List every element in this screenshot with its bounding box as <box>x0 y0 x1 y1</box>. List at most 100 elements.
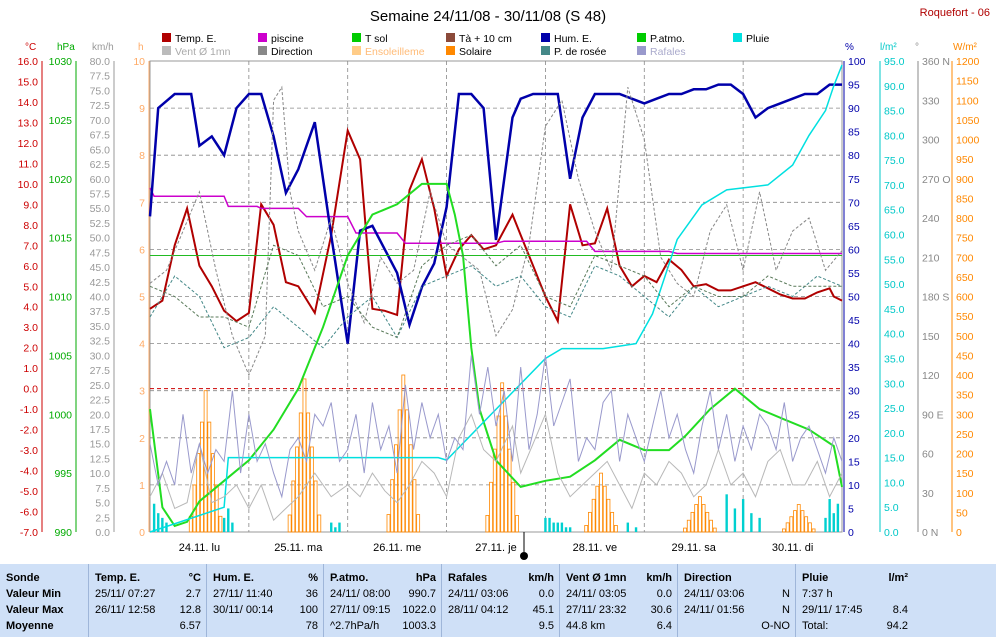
axis-tick-sun_hours: 5 <box>139 292 145 304</box>
summary-cell-label: 25/11/ 07:27 <box>95 588 156 600</box>
axis-tick-rain: 75.0 <box>884 155 905 167</box>
legend-label: Direction <box>271 46 313 58</box>
axis-tick-solar: 900 <box>956 174 974 186</box>
axis-tick-temp: -5.0 <box>20 486 38 498</box>
axis-tick-rain: 55.0 <box>884 254 905 266</box>
legend-swatch <box>446 33 455 42</box>
axis-tick-temp: 14.0 <box>18 97 39 109</box>
rain-bar <box>222 517 226 532</box>
solar-bar <box>218 515 223 533</box>
axis-tick-pressure: 1030 <box>49 56 73 68</box>
rain-bar <box>330 522 333 532</box>
rain-bar <box>227 508 230 532</box>
axis-tick-wind: 77.5 <box>90 71 111 83</box>
axis-tick-pressure: 990 <box>54 527 72 539</box>
solar-bar <box>405 409 409 533</box>
axis-tick-solar: 800 <box>956 213 974 225</box>
axis-tick-humidity: 35 <box>848 362 860 374</box>
axis-tick-direction: 150 <box>922 331 940 343</box>
summary-column: Sonde Valeur Min Valeur Max Moyenne <box>0 564 88 637</box>
axis-tick-humidity: 55 <box>848 268 860 280</box>
axis-tick-wind: 30.0 <box>90 350 111 362</box>
summary-column: Hum. E.% 27/11/ 11:40 36 30/11/ 00:14 100 78 <box>206 564 324 637</box>
axis-tick-wind: 2.5 <box>95 512 110 524</box>
solar-bar <box>386 514 391 533</box>
summary-column: P.atmo. hPa 24/11/ 08:00 990.7 27/11/ 09:15 1… <box>323 564 442 637</box>
axis-tick-solar: 450 <box>956 350 974 362</box>
axis-tick-direction: 0 N <box>922 527 938 539</box>
x-axis-labels: 24.11. lu 25.11. ma 26.11. me 27.11. je 28.1… <box>179 532 813 560</box>
axis-tick-temp: 11.0 <box>18 158 38 170</box>
series-line <box>149 182 843 528</box>
axis-tick-solar: 400 <box>956 370 974 382</box>
series-line <box>149 187 842 255</box>
axis-tick-sun_hours: 2 <box>139 433 145 445</box>
axis-tick-direction: 180 S <box>922 292 949 304</box>
axis-tick-temp: -1.0 <box>20 404 38 416</box>
axis-tick-rain: 30.0 <box>884 378 905 390</box>
series-line <box>149 265 843 349</box>
axis-tick-direction: 120 <box>922 370 940 382</box>
solar-bar <box>588 511 592 533</box>
solar-bar <box>390 479 395 533</box>
axis-tick-humidity: 25 <box>848 409 860 421</box>
chart-title: Semaine 24/11/08 - 30/11/08 (S 48) <box>370 8 606 25</box>
axis-tick-solar: 700 <box>956 252 974 264</box>
axis-tick-solar: 1100 <box>956 95 979 107</box>
rain-bar <box>750 513 753 532</box>
axis-tick-sun_hours: 1 <box>139 480 145 492</box>
axis-tick-solar: 500 <box>956 331 974 343</box>
axis-tick-temp: -6.0 <box>20 507 38 519</box>
axis-tick-humidity: 100 <box>848 56 866 68</box>
axis-tick-wind: 70.0 <box>90 115 111 127</box>
axis-tick-humidity: 85 <box>848 127 860 139</box>
rain-bar <box>741 499 745 532</box>
legend-swatch <box>637 46 646 55</box>
summary-table: Sonde Valeur Min Valeur Max Moyenne Temp. E.… <box>0 564 996 637</box>
axis-tick-direction: 300 <box>922 135 940 147</box>
summary-cell-label: Hum. E. <box>213 572 254 584</box>
axis-tick-wind: 50.0 <box>90 233 111 245</box>
legend-swatch <box>352 46 361 55</box>
summary-cell-value: N <box>782 604 790 616</box>
axis-tick-wind: 47.5 <box>90 247 111 259</box>
summary-cell-label: 24/11/ 01:56 <box>684 604 745 616</box>
solar-bar <box>705 511 710 533</box>
axis-tick-sun_hours: 3 <box>139 386 145 398</box>
axis-tick-wind: 67.5 <box>90 130 111 142</box>
axis-tick-temp: 15.0 <box>18 76 39 88</box>
axis-tick-temp: 7.0 <box>23 240 38 252</box>
summary-cell-label: Valeur Max <box>6 604 64 616</box>
solar-bar <box>785 522 790 533</box>
x-tick-label: 27.11. je <box>475 542 516 554</box>
axis-unit-humidity: % <box>845 42 854 53</box>
rain-bar <box>152 503 156 532</box>
summary-cell-label: 24/11/ 03:06 <box>684 588 745 600</box>
axis-tick-solar: 0 <box>956 527 962 539</box>
solar-bar <box>394 444 398 533</box>
axis-tick-pressure: 1015 <box>49 233 73 245</box>
rain-bar <box>758 517 761 532</box>
axis-tick-solar: 250 <box>956 429 974 441</box>
legend-swatch <box>258 46 267 55</box>
solar-bar <box>397 409 402 533</box>
solar-bar <box>591 498 596 533</box>
solar-bar <box>503 415 508 533</box>
summary-cell-value: 94.2 <box>886 620 908 632</box>
summary-cell-label: Valeur Min <box>6 588 62 600</box>
summary-cell-label: 7:37 h <box>802 588 833 600</box>
axis-tick-wind: 35.0 <box>90 321 111 333</box>
current-time-marker <box>520 552 528 560</box>
summary-cell-label: Temp. E. <box>95 572 141 584</box>
axis-tick-humidity: 30 <box>848 386 860 398</box>
axis-tick-humidity: 0 <box>848 527 854 539</box>
axis-tick-temp: 1.0 <box>23 363 38 375</box>
axis-tick-wind: 37.5 <box>90 306 111 318</box>
summary-column: Rafales km/h 24/11/ 03:06 0.0 28/11/ 04:12 45… <box>441 564 560 637</box>
axis-tick-rain: 60.0 <box>884 230 905 242</box>
axis-tick-direction: 240 <box>922 213 940 225</box>
rain-bar <box>824 517 827 532</box>
axis-tick-wind: 5.0 <box>95 498 110 510</box>
summary-cell-label: 30/11/ 00:14 <box>213 604 274 616</box>
rain-bar <box>165 522 168 532</box>
